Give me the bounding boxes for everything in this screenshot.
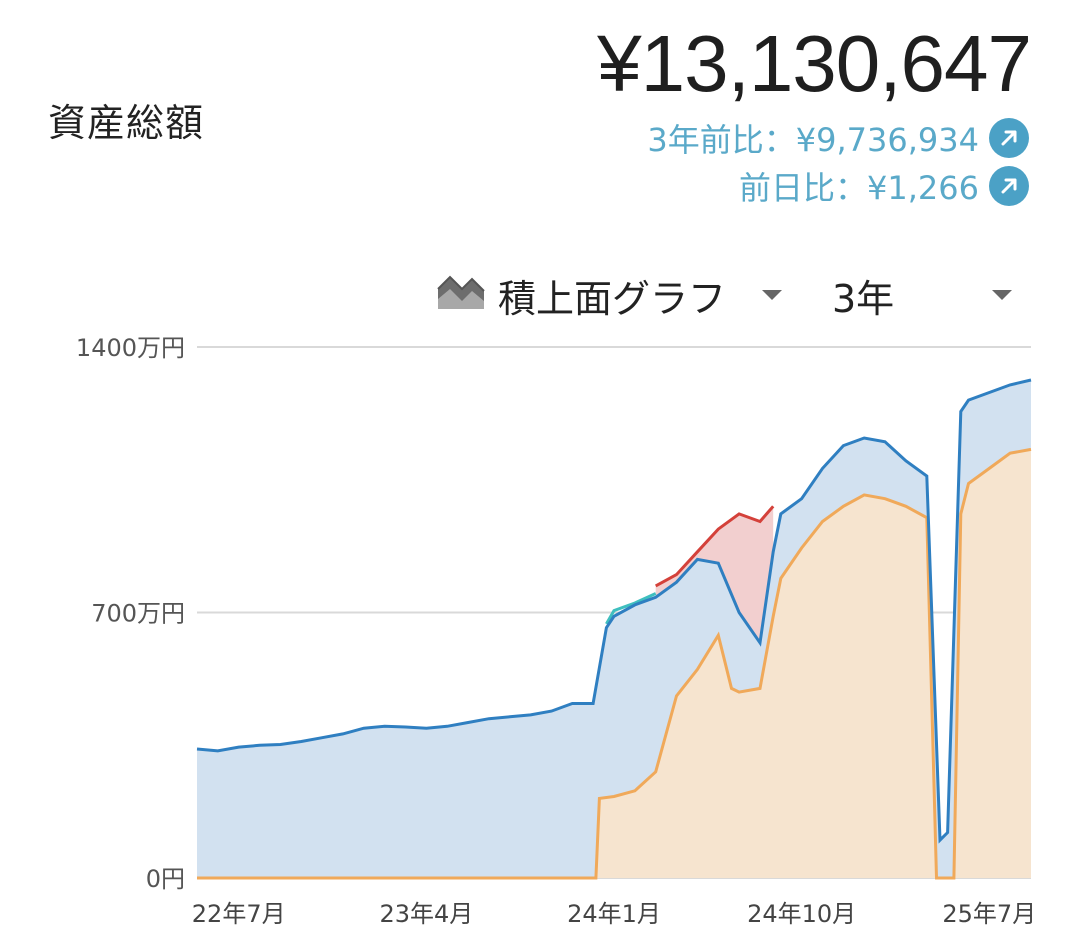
chart-lines (196, 378, 1032, 880)
overlay-line-red (654, 505, 775, 588)
period-dropdown[interactable]: 3年 (832, 270, 1012, 321)
arrow-up-right-icon (989, 166, 1029, 206)
previous-day-comparison: 前日比：¥1,266 (739, 166, 1029, 207)
previous-day-comparison-text: 前日比：¥1,266 (739, 169, 979, 207)
y-tick-label: 0円 (146, 865, 185, 893)
overlay-area-red (655, 506, 774, 643)
chart-controls: 積上面グラフ 3年 (0, 269, 1079, 322)
total-assets-line (196, 378, 1032, 844)
base-assets-area (197, 449, 1031, 878)
total-assets-amount: ¥13,130,647 (597, 19, 1032, 108)
asset-stacked-area-chart: 1400万円 700万円 0円 22年7月 23年4月 24年1月 24年10月 25年7月 (76, 334, 1036, 928)
total-assets-label: 資産総額 (48, 101, 205, 145)
x-tick-label: 23年4月 (379, 900, 473, 928)
period-label: 3年 (832, 276, 895, 321)
stacked-area-icon (436, 269, 486, 322)
x-tick-label: 22年7月 (192, 900, 286, 928)
x-axis-ticks: 22年7月 23年4月 24年1月 24年10月 25年7月 (192, 900, 1036, 928)
graph-type-dropdown[interactable]: 積上面グラフ (436, 269, 783, 322)
graph-type-label: 積上面グラフ (498, 276, 727, 321)
arrow-up-right-icon (989, 118, 1029, 158)
y-tick-label: 1400万円 (76, 334, 185, 362)
x-tick-label: 24年10月 (747, 900, 856, 928)
overlay-line-teal (605, 592, 657, 625)
y-tick-label: 700万円 (91, 600, 185, 628)
base-assets-line (197, 447, 1032, 880)
three-year-comparison-text: 3年前比：¥9,736,934 (647, 121, 979, 159)
y-axis-ticks: 1400万円 700万円 0円 (76, 334, 185, 893)
three-year-comparison: 3年前比：¥9,736,934 (647, 118, 1029, 159)
x-tick-label: 25年7月 (942, 900, 1036, 928)
x-tick-label: 24年1月 (567, 900, 661, 928)
chart-areas (197, 380, 1031, 878)
chevron-down-icon (762, 290, 783, 300)
chevron-down-icon (992, 290, 1012, 300)
